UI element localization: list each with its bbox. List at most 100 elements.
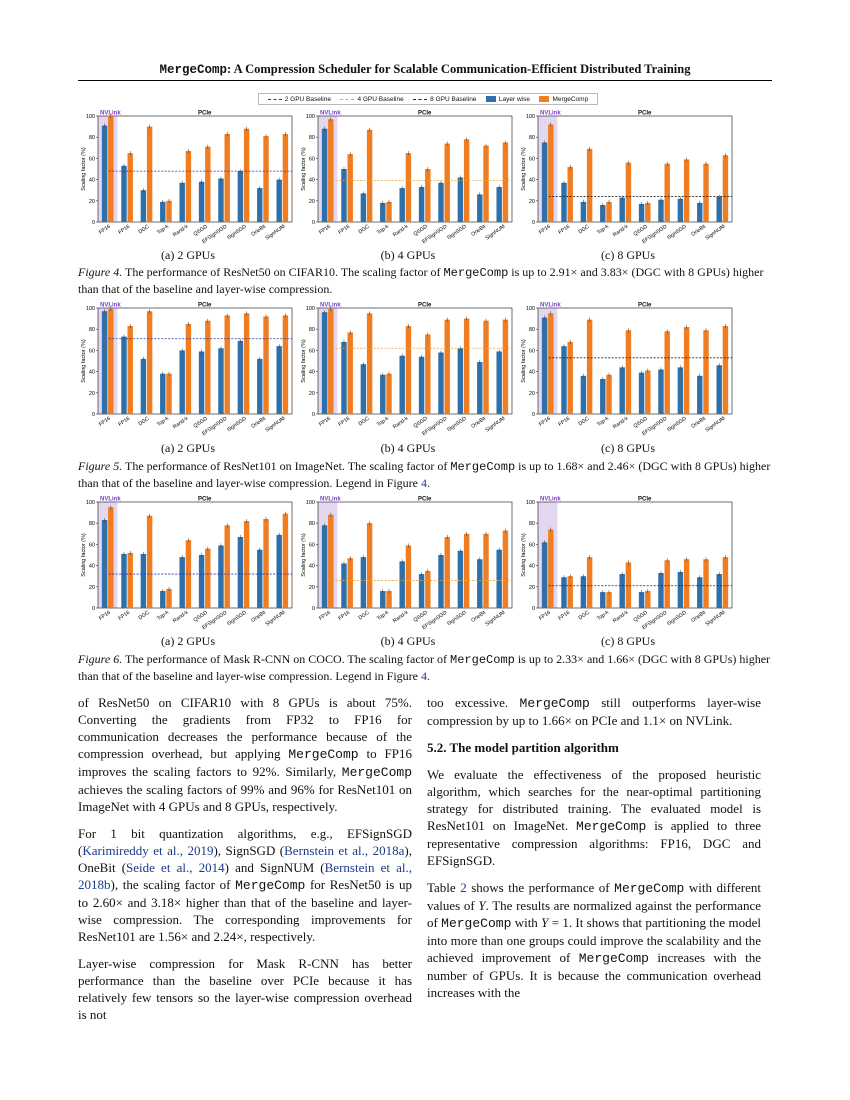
plot-frame <box>97 115 293 223</box>
x-tick-label: SignSGD <box>226 610 248 628</box>
y-tick-label: 20 <box>309 199 315 205</box>
x-tick-label: Rand-k <box>392 416 410 431</box>
table-ref-link[interactable]: 2 <box>460 880 467 895</box>
bar-chart-svg: NVLink PCIe 0 20 40 60 80 100 Scaling factor (%)… <box>81 303 293 437</box>
bar-chart-panel: NVLink PCIe 0 20 40 60 80 100 Scaling factor (%)… <box>518 494 738 632</box>
x-tick-label: Top-k <box>376 610 390 623</box>
pcie-label: PCIe <box>418 303 432 309</box>
x-tick-label: SignNUM <box>704 224 726 242</box>
y-tick-label: 60 <box>89 542 95 548</box>
x-tick-label: FP16 <box>557 224 571 236</box>
plot-frame <box>537 501 733 609</box>
x-tick-label: SignNUM <box>484 416 506 434</box>
bar-layer-wise <box>638 372 645 414</box>
y-tick-label: 100 <box>86 306 95 312</box>
legend-4gpu-baseline: 4 GPU Baseline <box>340 96 404 103</box>
pcie-label: PCIe <box>638 111 652 117</box>
nvlink-label: NVLink <box>320 497 341 503</box>
x-tick-label: FP16 <box>98 610 112 622</box>
bar-layer-wise <box>380 374 386 414</box>
y-tick-label: 0 <box>92 606 95 612</box>
bar-layer-wise <box>198 181 205 222</box>
y-tick-label: 40 <box>309 564 315 570</box>
bar-mergecomp <box>328 119 334 222</box>
y-tick-label: 40 <box>309 178 315 184</box>
bar-mergecomp <box>282 134 289 222</box>
x-tick-label: DGC <box>578 610 591 622</box>
bar-layer-wise <box>257 358 263 414</box>
nvlink-region <box>98 502 118 608</box>
nvlink-region <box>98 116 118 222</box>
bar-mergecomp <box>722 155 729 222</box>
y-tick-label: 20 <box>529 391 535 397</box>
figure-4-caption: Figure 4. The performance of ResNet50 on… <box>78 265 764 296</box>
x-tick-label: Top-k <box>376 224 390 237</box>
citation-link[interactable]: Seide et al., 2014 <box>126 860 225 875</box>
y-tick-label: 60 <box>89 348 95 354</box>
bar-mergecomp <box>366 523 373 608</box>
y-tick-label: 60 <box>529 156 535 162</box>
bar-mergecomp <box>243 521 250 608</box>
bar-layer-wise <box>140 553 147 608</box>
x-tick-label: Top-k <box>596 610 610 623</box>
y-tick-label: 60 <box>309 542 315 548</box>
pcie-label: PCIe <box>638 303 652 309</box>
plot-frame <box>317 501 513 609</box>
bar-layer-wise <box>638 592 645 608</box>
bar-layer-wise <box>399 355 405 414</box>
y-tick-label: 0 <box>312 412 315 418</box>
y-tick-label: 80 <box>309 135 315 141</box>
bar-layer-wise <box>600 205 606 222</box>
citation-link[interactable]: Karimireddy et al., 2019 <box>82 843 214 858</box>
citation-link[interactable]: Bernstein et al., 2018a <box>284 843 405 858</box>
subcaption: (b) 4 GPUs <box>380 634 436 648</box>
bar-mergecomp <box>263 316 269 414</box>
y-tick-label: 60 <box>529 542 535 548</box>
bar-mergecomp <box>347 332 353 414</box>
x-tick-label: Top-k <box>156 224 170 237</box>
y-tick-label: 20 <box>309 391 315 397</box>
bar-layer-wise <box>160 373 166 414</box>
bar-layer-wise <box>418 574 425 608</box>
x-tick-label: DGC <box>138 224 151 236</box>
bar-mergecomp <box>463 533 470 608</box>
bar-layer-wise <box>198 555 205 608</box>
bar-layer-wise <box>457 550 464 608</box>
bar-layer-wise <box>140 190 147 222</box>
bar-mergecomp <box>586 148 593 222</box>
nvlink-label: NVLink <box>320 303 341 309</box>
bar-layer-wise <box>179 182 185 222</box>
figure-ref-link[interactable]: 4 <box>421 669 427 683</box>
header-rule <box>78 80 772 81</box>
bar-mergecomp <box>127 326 133 414</box>
paragraph: Layer-wise compression for Mask R-CNN ha… <box>78 956 412 1022</box>
bar-chart-svg: NVLink PCIe 0 20 40 60 80 100 Scaling factor (%)… <box>301 111 513 245</box>
y-axis-label: Scaling factor (%) <box>521 533 527 577</box>
x-tick-label: FP16 <box>318 224 332 236</box>
y-tick-label: 20 <box>529 585 535 591</box>
bar-layer-wise <box>697 375 703 414</box>
bar-layer-wise <box>418 356 425 414</box>
bar-mergecomp <box>146 126 153 222</box>
x-tick-label: SignNUM <box>704 610 726 628</box>
bar-layer-wise <box>218 348 224 414</box>
citation-link[interactable]: Bernstein et al., 2018b <box>78 860 413 892</box>
x-tick-label: DGC <box>578 224 591 236</box>
x-tick-label: Rand-k <box>612 224 630 239</box>
bar-mergecomp <box>606 592 612 608</box>
bar-mergecomp <box>625 330 632 414</box>
nvlink-region <box>538 502 558 608</box>
y-tick-label: 80 <box>529 135 535 141</box>
bar-layer-wise <box>658 369 664 414</box>
figure-5-caption: Figure 5. The performance of ResNet101 o… <box>78 459 771 490</box>
x-tick-label: DGC <box>358 224 371 236</box>
bar-mergecomp <box>502 319 509 414</box>
bar-layer-wise <box>541 142 548 222</box>
bar-chart-svg: NVLink PCIe 0 20 40 60 80 100 Scaling factor (%)… <box>81 497 293 631</box>
bar-mergecomp <box>444 536 450 608</box>
bar-mergecomp <box>386 373 392 414</box>
figure-ref-link[interactable]: 4 <box>421 476 427 490</box>
pcie-label: PCIe <box>638 497 652 503</box>
y-tick-label: 80 <box>309 521 315 527</box>
legend-8gpu-baseline: 8 GPU Baseline <box>413 96 476 103</box>
